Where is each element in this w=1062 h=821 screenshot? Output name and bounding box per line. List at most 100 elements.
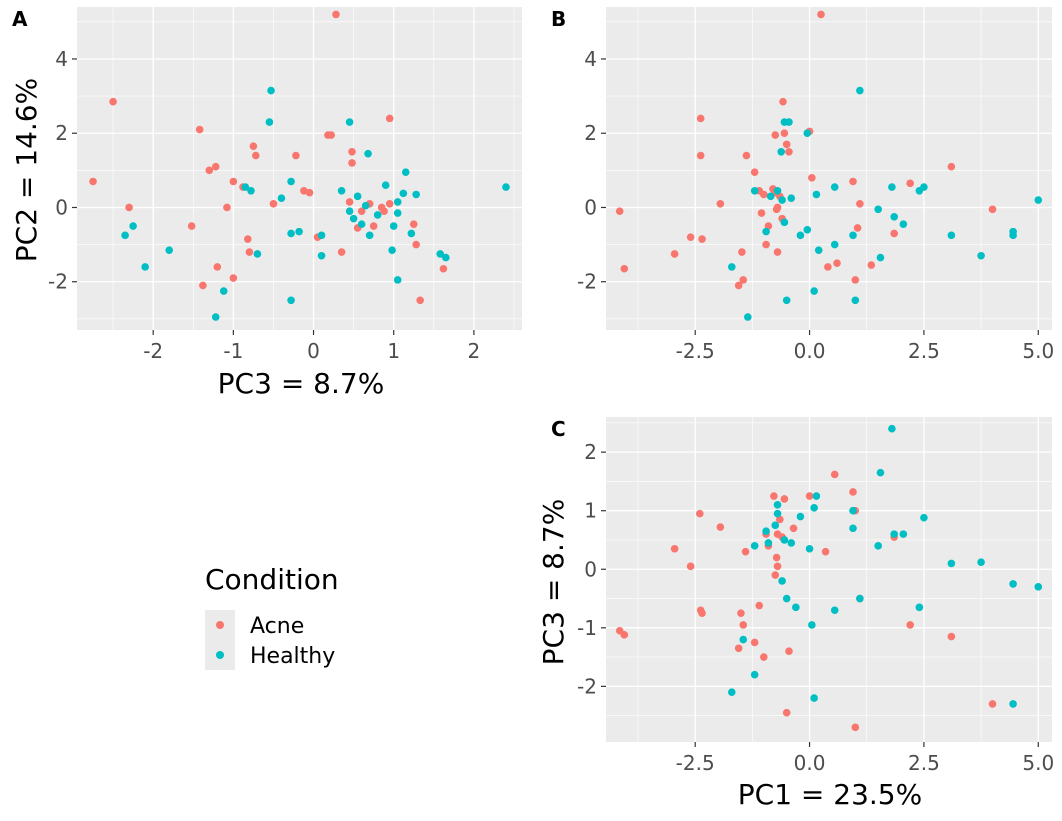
- panel-c-point-healthy: [849, 524, 857, 533]
- panel-a-grid: [77, 7, 522, 330]
- legend: Condition Acne Healthy: [205, 563, 339, 670]
- panel-a-point-acne: [245, 248, 254, 256]
- panel-a-point-healthy: [121, 231, 129, 240]
- panel-b-point-acne: [762, 240, 770, 249]
- panel-a-point-acne: [385, 199, 394, 208]
- panel-a-point-healthy: [287, 296, 295, 305]
- panel-a-point-acne: [229, 274, 238, 282]
- panel-c-point-acne: [755, 601, 764, 610]
- panel-b-point-healthy: [947, 231, 956, 240]
- panel-a-series-healthy: [121, 86, 510, 321]
- panel-b-point-acne: [742, 151, 751, 160]
- panel-c-point-acne: [686, 562, 695, 571]
- panel-b-point-healthy: [814, 246, 823, 254]
- panel-b-point-acne: [738, 248, 746, 256]
- panel-a-point-acne: [385, 114, 394, 123]
- panel-c-x-tick-label: 0.0: [794, 751, 826, 775]
- panel-b-point-acne: [734, 281, 743, 290]
- panel-c-grid: [606, 417, 1052, 742]
- panel-b-x-tick-label: 0.0: [794, 339, 826, 363]
- panel-a-point-healthy: [364, 149, 372, 158]
- panel-a-point-healthy: [267, 86, 275, 95]
- panel-b-point-acne: [890, 229, 898, 238]
- panel-c-point-healthy: [727, 688, 736, 697]
- panel-a-point-healthy: [365, 231, 374, 240]
- panel-a-point-healthy: [399, 189, 408, 198]
- panel-b-point-acne: [808, 173, 816, 182]
- panel-a-point-healthy: [373, 211, 382, 219]
- panel-a-point-acne: [195, 125, 204, 134]
- panel-a-point-acne: [327, 131, 335, 139]
- panel-c-point-healthy: [750, 542, 759, 550]
- panel-c-x-tick-label: -2.5: [676, 751, 715, 775]
- panel-c-point-healthy: [805, 544, 814, 553]
- panel-c-point-acne: [776, 515, 784, 524]
- panel-c-point-acne: [741, 547, 750, 556]
- panel-b-point-acne: [785, 147, 793, 156]
- panel-b-point-healthy: [810, 287, 818, 295]
- panel-c-point-acne: [782, 708, 791, 717]
- panel-c-point-healthy: [856, 594, 864, 603]
- panel-a-point-acne: [211, 162, 220, 171]
- panel-c-point-healthy: [750, 670, 759, 679]
- panel-a-point-healthy: [345, 207, 354, 215]
- panel-b-point-healthy: [750, 186, 759, 195]
- panel-c-point-acne: [773, 562, 782, 571]
- panel-a-point-healthy: [361, 201, 370, 210]
- panel-c-point-acne: [805, 492, 814, 500]
- panel-c-point-healthy: [874, 542, 882, 550]
- panel-a-point-acne: [243, 235, 252, 243]
- panel-c-x-tick-label: 2.5: [908, 751, 940, 775]
- panel-b-point-healthy: [773, 186, 782, 195]
- panel-c-point-healthy: [764, 539, 773, 547]
- panel-c-point-healthy: [1034, 583, 1043, 591]
- panel-a-point-acne: [369, 222, 378, 230]
- panel-c-y-tick-label: -2: [577, 674, 597, 698]
- panel-b-point-healthy: [856, 86, 864, 95]
- panel-a-point-healthy: [219, 287, 228, 295]
- panel-c-point-healthy: [830, 606, 839, 615]
- panel-c-plot-background: [606, 417, 1052, 742]
- panel-c-point-acne: [716, 523, 725, 531]
- panel-c-point-healthy: [782, 594, 791, 603]
- panel-a-point-healthy: [241, 183, 250, 191]
- panel-a-point-acne: [252, 151, 260, 160]
- panel-c-point-healthy: [771, 521, 780, 530]
- panel-b-point-acne: [698, 235, 706, 243]
- panel-a-point-healthy: [353, 192, 362, 201]
- panel-c-point-acne: [737, 609, 745, 617]
- panel-b-point-acne: [757, 209, 766, 217]
- panel-b-point-acne: [851, 276, 860, 284]
- panel-b-point-healthy: [803, 129, 812, 138]
- panel-a-point-acne: [223, 203, 231, 212]
- panel-a-point-acne: [416, 296, 424, 305]
- panel-a-point-acne: [439, 264, 448, 273]
- panel-c-point-acne: [698, 609, 706, 617]
- panel-b-point-healthy: [830, 183, 839, 191]
- panel-a-point-healthy: [393, 209, 402, 217]
- panel-b-point-healthy: [727, 263, 736, 271]
- panel-a-point-acne: [332, 10, 340, 19]
- panel-c-point-healthy: [890, 530, 898, 538]
- panel-a-point-healthy: [129, 222, 137, 230]
- panel-b-point-acne: [696, 114, 705, 123]
- panel-a-point-acne: [337, 248, 346, 256]
- panel-b-series-healthy: [727, 86, 1043, 321]
- panel-c-point-healthy: [780, 536, 789, 544]
- panel-b-point-healthy: [977, 251, 985, 260]
- panel-c-point-healthy: [947, 559, 956, 568]
- panel-c-point-healthy: [977, 558, 985, 567]
- legend-label-acne: Acne: [250, 614, 304, 639]
- panel-a-y-tick-label: 4: [55, 47, 68, 71]
- panel-b-point-healthy: [778, 196, 786, 204]
- panel-b-x-tick-label: -2.5: [676, 339, 715, 363]
- panel-b-point-acne: [906, 179, 914, 188]
- panel-a-y-tick-label: -2: [48, 270, 68, 294]
- panel-tag-b: B: [551, 7, 566, 31]
- panel-a: A PC3 = 8.7% PC2 = 14.6% -2 -1 0 1 2 -2 0 2 4: [10, 7, 522, 400]
- panel-b-plot-background: [606, 7, 1052, 330]
- panel-c-point-healthy: [810, 694, 818, 702]
- panel-c-point-healthy: [899, 530, 908, 538]
- panel-a-point-healthy: [141, 263, 149, 271]
- panel-b-point-acne: [686, 233, 695, 241]
